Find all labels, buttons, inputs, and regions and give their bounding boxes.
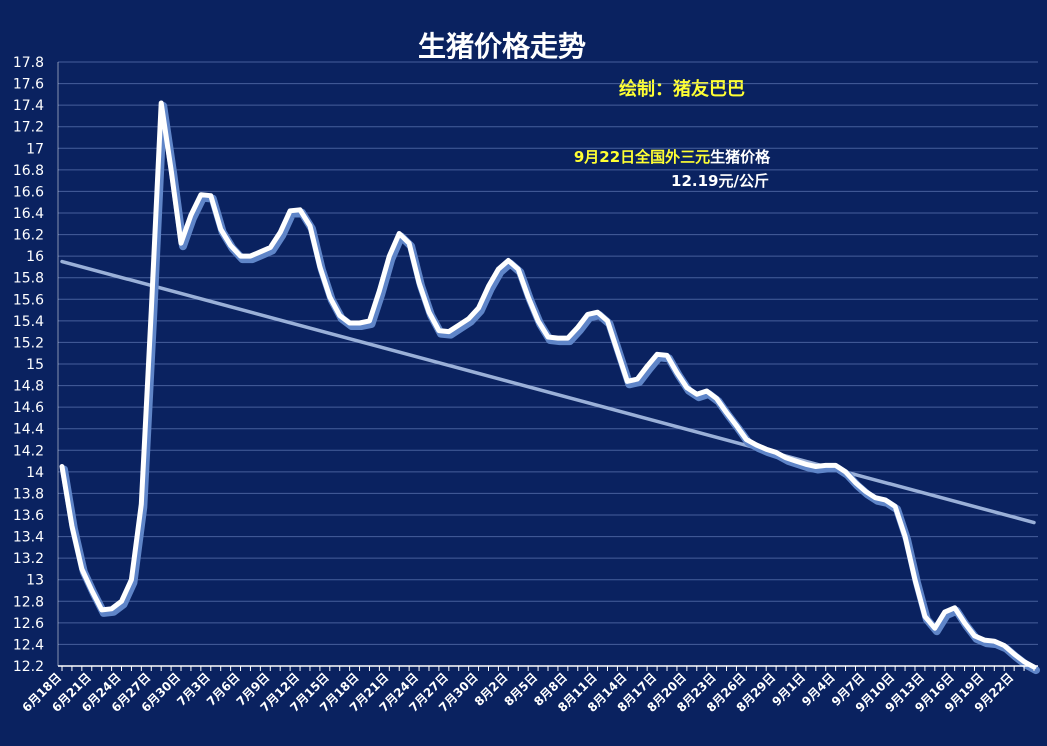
y-tick-label: 12.4 <box>13 637 44 653</box>
y-tick-label: 13.6 <box>13 508 44 524</box>
y-tick-label: 15.4 <box>13 314 44 330</box>
y-tick-label: 17.4 <box>13 98 44 114</box>
y-tick-label: 16.2 <box>13 228 44 244</box>
y-tick-label: 17.8 <box>13 55 44 71</box>
chart-title: 生猪价格走势 <box>418 30 586 63</box>
y-tick-label: 13.4 <box>13 530 44 546</box>
y-tick-label: 17.6 <box>13 77 44 93</box>
y-tick-label: 16 <box>26 249 44 265</box>
y-tick-label: 12.6 <box>13 616 44 632</box>
annotation-date: 9月22日全国外三元 <box>574 148 710 166</box>
price-series <box>59 100 1040 675</box>
y-tick-label: 14.2 <box>13 443 44 459</box>
y-tick-label: 16.4 <box>13 206 44 222</box>
y-tick-label: 12.8 <box>13 594 44 610</box>
series-line-shadow <box>60 102 1040 675</box>
chart-credit: 绘制：猪友巴巴 <box>619 78 745 100</box>
annotation-label: 生猪价格 <box>710 148 771 166</box>
price-annotation-line2: 12.19元/公斤 <box>671 172 769 190</box>
y-tick-label: 17 <box>26 141 44 157</box>
y-tick-label: 13.2 <box>13 551 44 567</box>
y-tick-label: 16.6 <box>13 184 44 200</box>
y-tick-label: 14.4 <box>13 422 44 438</box>
y-tick-label: 13 <box>26 573 44 589</box>
y-tick-label: 17.2 <box>13 120 44 136</box>
series-line <box>59 100 1037 670</box>
y-tick-label: 15.8 <box>13 271 44 287</box>
price-annotation-line1: 9月22日全国外三元生猪价格 <box>574 148 771 166</box>
y-tick-label: 15.6 <box>13 292 44 308</box>
y-tick-label: 12.2 <box>13 659 44 675</box>
y-tick-label: 13.8 <box>13 486 44 502</box>
y-tick-label: 15.2 <box>13 335 44 351</box>
drop-lines <box>61 102 1035 668</box>
y-tick-label: 16.8 <box>13 163 44 179</box>
y-tick-label: 15 <box>26 357 44 373</box>
y-tick-label: 14 <box>26 465 44 481</box>
y-tick-label: 14.8 <box>13 379 44 395</box>
y-axis-ticks: 12.2 12.4 12.6 12.8 13 13.2 13.4 13.6 13.8 14 14.2… <box>13 55 44 675</box>
y-tick-label: 14.6 <box>13 400 44 416</box>
trend-line <box>60 259 1036 525</box>
trendline <box>60 259 1036 525</box>
